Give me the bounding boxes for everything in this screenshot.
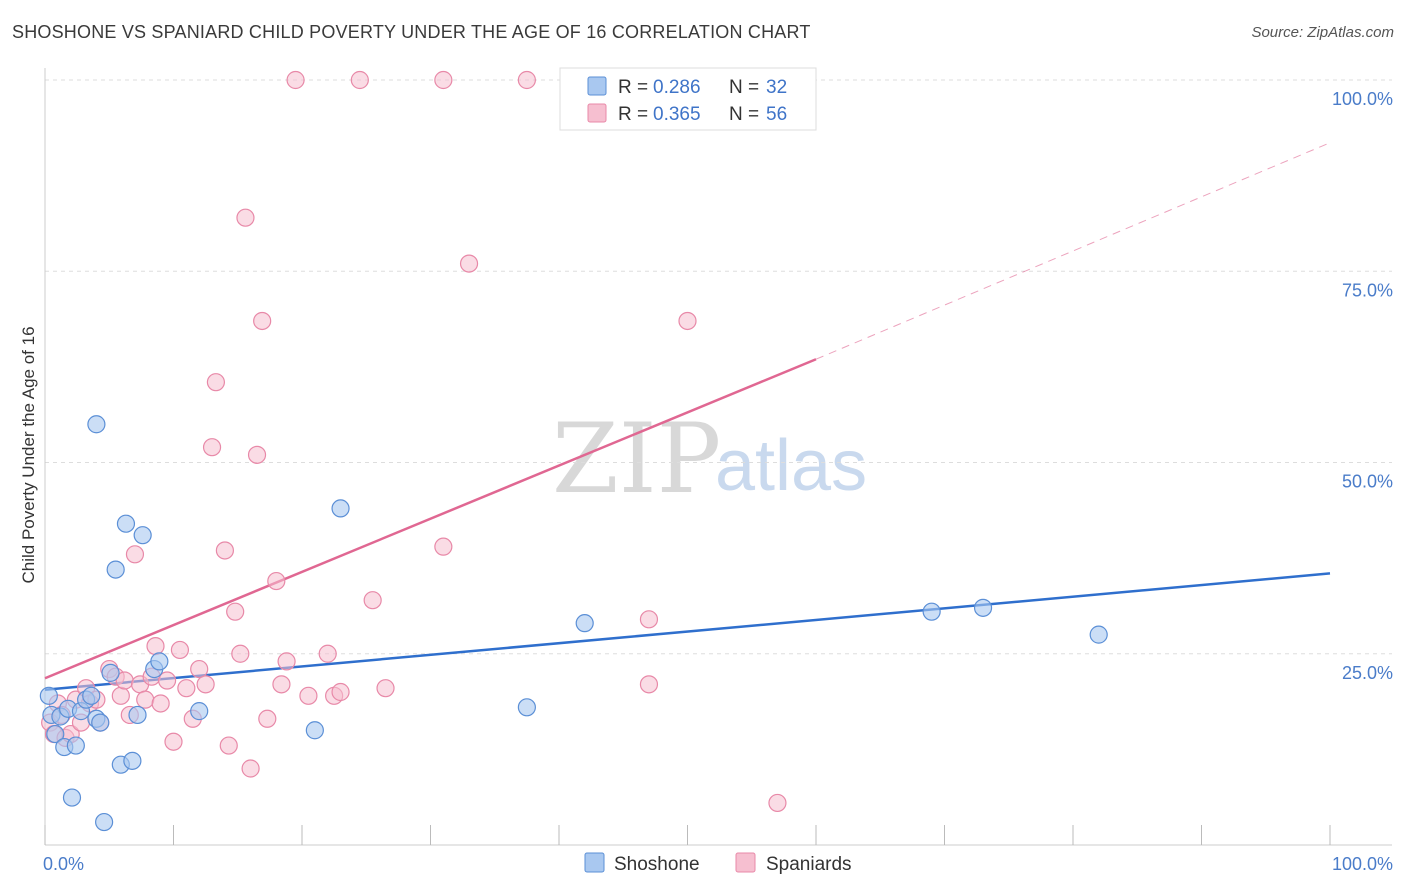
shoshone-point-25 bbox=[305, 721, 324, 740]
trend-lines bbox=[44, 142, 1331, 691]
tick-labels: 25.0% 50.0% 75.0% 100.0% 0.0% 100.0% bbox=[43, 89, 1393, 874]
spaniards-point-51 bbox=[376, 679, 395, 698]
legend-n-value-spaniards: 56 bbox=[766, 104, 787, 125]
shoshone-point-0 bbox=[39, 686, 58, 705]
chart-title: SHOSHONE VS SPANIARD CHILD POVERTY UNDER… bbox=[12, 22, 811, 42]
shoshone-point-24 bbox=[190, 702, 209, 721]
watermark-zip: ZIP bbox=[552, 403, 721, 515]
bottom-legend-label-shoshone: Shoshone bbox=[614, 854, 700, 875]
spaniards-point-59 bbox=[768, 793, 787, 813]
spaniards-point-31 bbox=[206, 373, 226, 392]
spaniards-point-21 bbox=[146, 636, 165, 656]
shoshone-point-20 bbox=[133, 526, 152, 545]
spaniards-point-29 bbox=[196, 675, 215, 694]
legend-r-value-spaniards: 0.365 bbox=[653, 104, 701, 125]
spaniards-point-28 bbox=[190, 659, 209, 679]
spaniards-point-50 bbox=[363, 591, 382, 610]
bottom-legend-label-spaniards: Spaniards bbox=[766, 854, 852, 875]
spaniards-point-39 bbox=[253, 311, 272, 331]
chart-source: Source: ZipAtlas.com bbox=[1251, 24, 1394, 41]
spaniards-point-14 bbox=[111, 686, 130, 705]
shoshone-point-14 bbox=[101, 663, 120, 682]
legend-n-label-spaniards: N = bbox=[729, 104, 759, 125]
spaniards-point-44 bbox=[286, 70, 305, 90]
data-points bbox=[39, 70, 1108, 832]
shoshone-point-7 bbox=[66, 736, 85, 755]
x-tick-label-1: 100.0% bbox=[1332, 854, 1393, 874]
spaniards-point-37 bbox=[241, 759, 260, 778]
spaniards-point-32 bbox=[215, 541, 234, 560]
y-tick-label-2: 75.0% bbox=[1342, 280, 1393, 300]
spaniards-point-40 bbox=[258, 709, 277, 728]
shoshone-point-17 bbox=[116, 514, 136, 533]
y-tick-label-1: 50.0% bbox=[1342, 472, 1393, 492]
legend-box: R = 0.286 N = 32 R = 0.365 N = 56 bbox=[559, 67, 817, 131]
spaniards-point-42 bbox=[272, 675, 291, 694]
legend-r-label-shoshone: R = bbox=[618, 77, 648, 98]
y-axis-label: Child Poverty Under the Age of 16 bbox=[19, 326, 38, 583]
spaniards-point-41 bbox=[267, 571, 286, 591]
shoshone-point-12 bbox=[91, 713, 110, 732]
spaniards-point-17 bbox=[125, 545, 145, 564]
y-tick-label-0: 25.0% bbox=[1342, 663, 1393, 683]
shoshone-point-29 bbox=[922, 602, 941, 621]
shoshone-point-2 bbox=[46, 724, 65, 744]
watermark-atlas: atlas bbox=[715, 426, 867, 506]
spaniards-point-58 bbox=[678, 311, 697, 331]
y-tick-label-3: 100.0% bbox=[1332, 89, 1393, 109]
spaniards-trend-extension bbox=[815, 142, 1331, 360]
legend-r-value-shoshone: 0.286 bbox=[653, 77, 701, 98]
spaniards-point-49 bbox=[350, 70, 369, 90]
spaniards-point-43 bbox=[277, 652, 296, 671]
shoshone-point-22 bbox=[150, 652, 169, 671]
spaniards-point-30 bbox=[202, 438, 222, 457]
spaniards-point-19 bbox=[136, 690, 155, 709]
shoshone-point-27 bbox=[517, 698, 536, 717]
shoshone-point-26 bbox=[331, 499, 350, 518]
legend-r-label-spaniards: R = bbox=[618, 104, 648, 125]
spaniards-point-25 bbox=[170, 640, 190, 660]
shoshone-point-15 bbox=[106, 560, 125, 579]
spaniards-point-52 bbox=[434, 70, 453, 90]
spaniards-point-35 bbox=[231, 644, 250, 663]
shoshone-point-18 bbox=[123, 751, 142, 770]
spaniards-point-56 bbox=[639, 610, 659, 629]
bottom-legend-swatch-shoshone bbox=[584, 852, 605, 873]
spaniards-point-26 bbox=[177, 679, 196, 698]
shoshone-point-31 bbox=[1089, 625, 1108, 644]
spaniards-point-33 bbox=[219, 736, 238, 755]
grid-lines bbox=[45, 79, 1392, 655]
legend-n-label-shoshone: N = bbox=[729, 77, 759, 98]
spaniards-point-54 bbox=[459, 254, 479, 273]
legend-swatch-shoshone bbox=[587, 76, 607, 96]
spaniards-point-46 bbox=[318, 644, 337, 663]
spaniards-point-53 bbox=[434, 537, 453, 556]
shoshone-point-19 bbox=[128, 705, 147, 725]
spaniards-point-55 bbox=[517, 70, 536, 90]
x-tick-label-0: 0.0% bbox=[43, 854, 84, 874]
spaniards-point-22 bbox=[151, 694, 170, 713]
shoshone-point-28 bbox=[575, 614, 594, 633]
spaniards-trend-line bbox=[44, 358, 817, 680]
shoshone-point-23 bbox=[87, 415, 106, 434]
shoshone-point-30 bbox=[973, 598, 993, 617]
spaniards-point-48 bbox=[331, 682, 350, 702]
shoshone-point-10 bbox=[82, 686, 101, 705]
legend-swatch-spaniards bbox=[587, 103, 607, 123]
shoshone-point-13 bbox=[95, 812, 114, 832]
spaniards-point-57 bbox=[639, 675, 659, 694]
spaniards-point-34 bbox=[226, 602, 245, 621]
legend-n-value-shoshone: 32 bbox=[766, 77, 787, 98]
spaniards-point-38 bbox=[247, 445, 267, 464]
shoshone-trend-line bbox=[44, 572, 1331, 691]
shoshone-point-6 bbox=[62, 788, 82, 807]
spaniards-point-36 bbox=[236, 208, 255, 227]
bottom-legend: Shoshone Spaniards bbox=[584, 852, 852, 875]
spaniards-point-45 bbox=[299, 686, 318, 705]
bottom-legend-swatch-spaniards bbox=[735, 852, 756, 873]
spaniards-point-23 bbox=[157, 671, 177, 690]
spaniards-point-24 bbox=[164, 732, 183, 751]
